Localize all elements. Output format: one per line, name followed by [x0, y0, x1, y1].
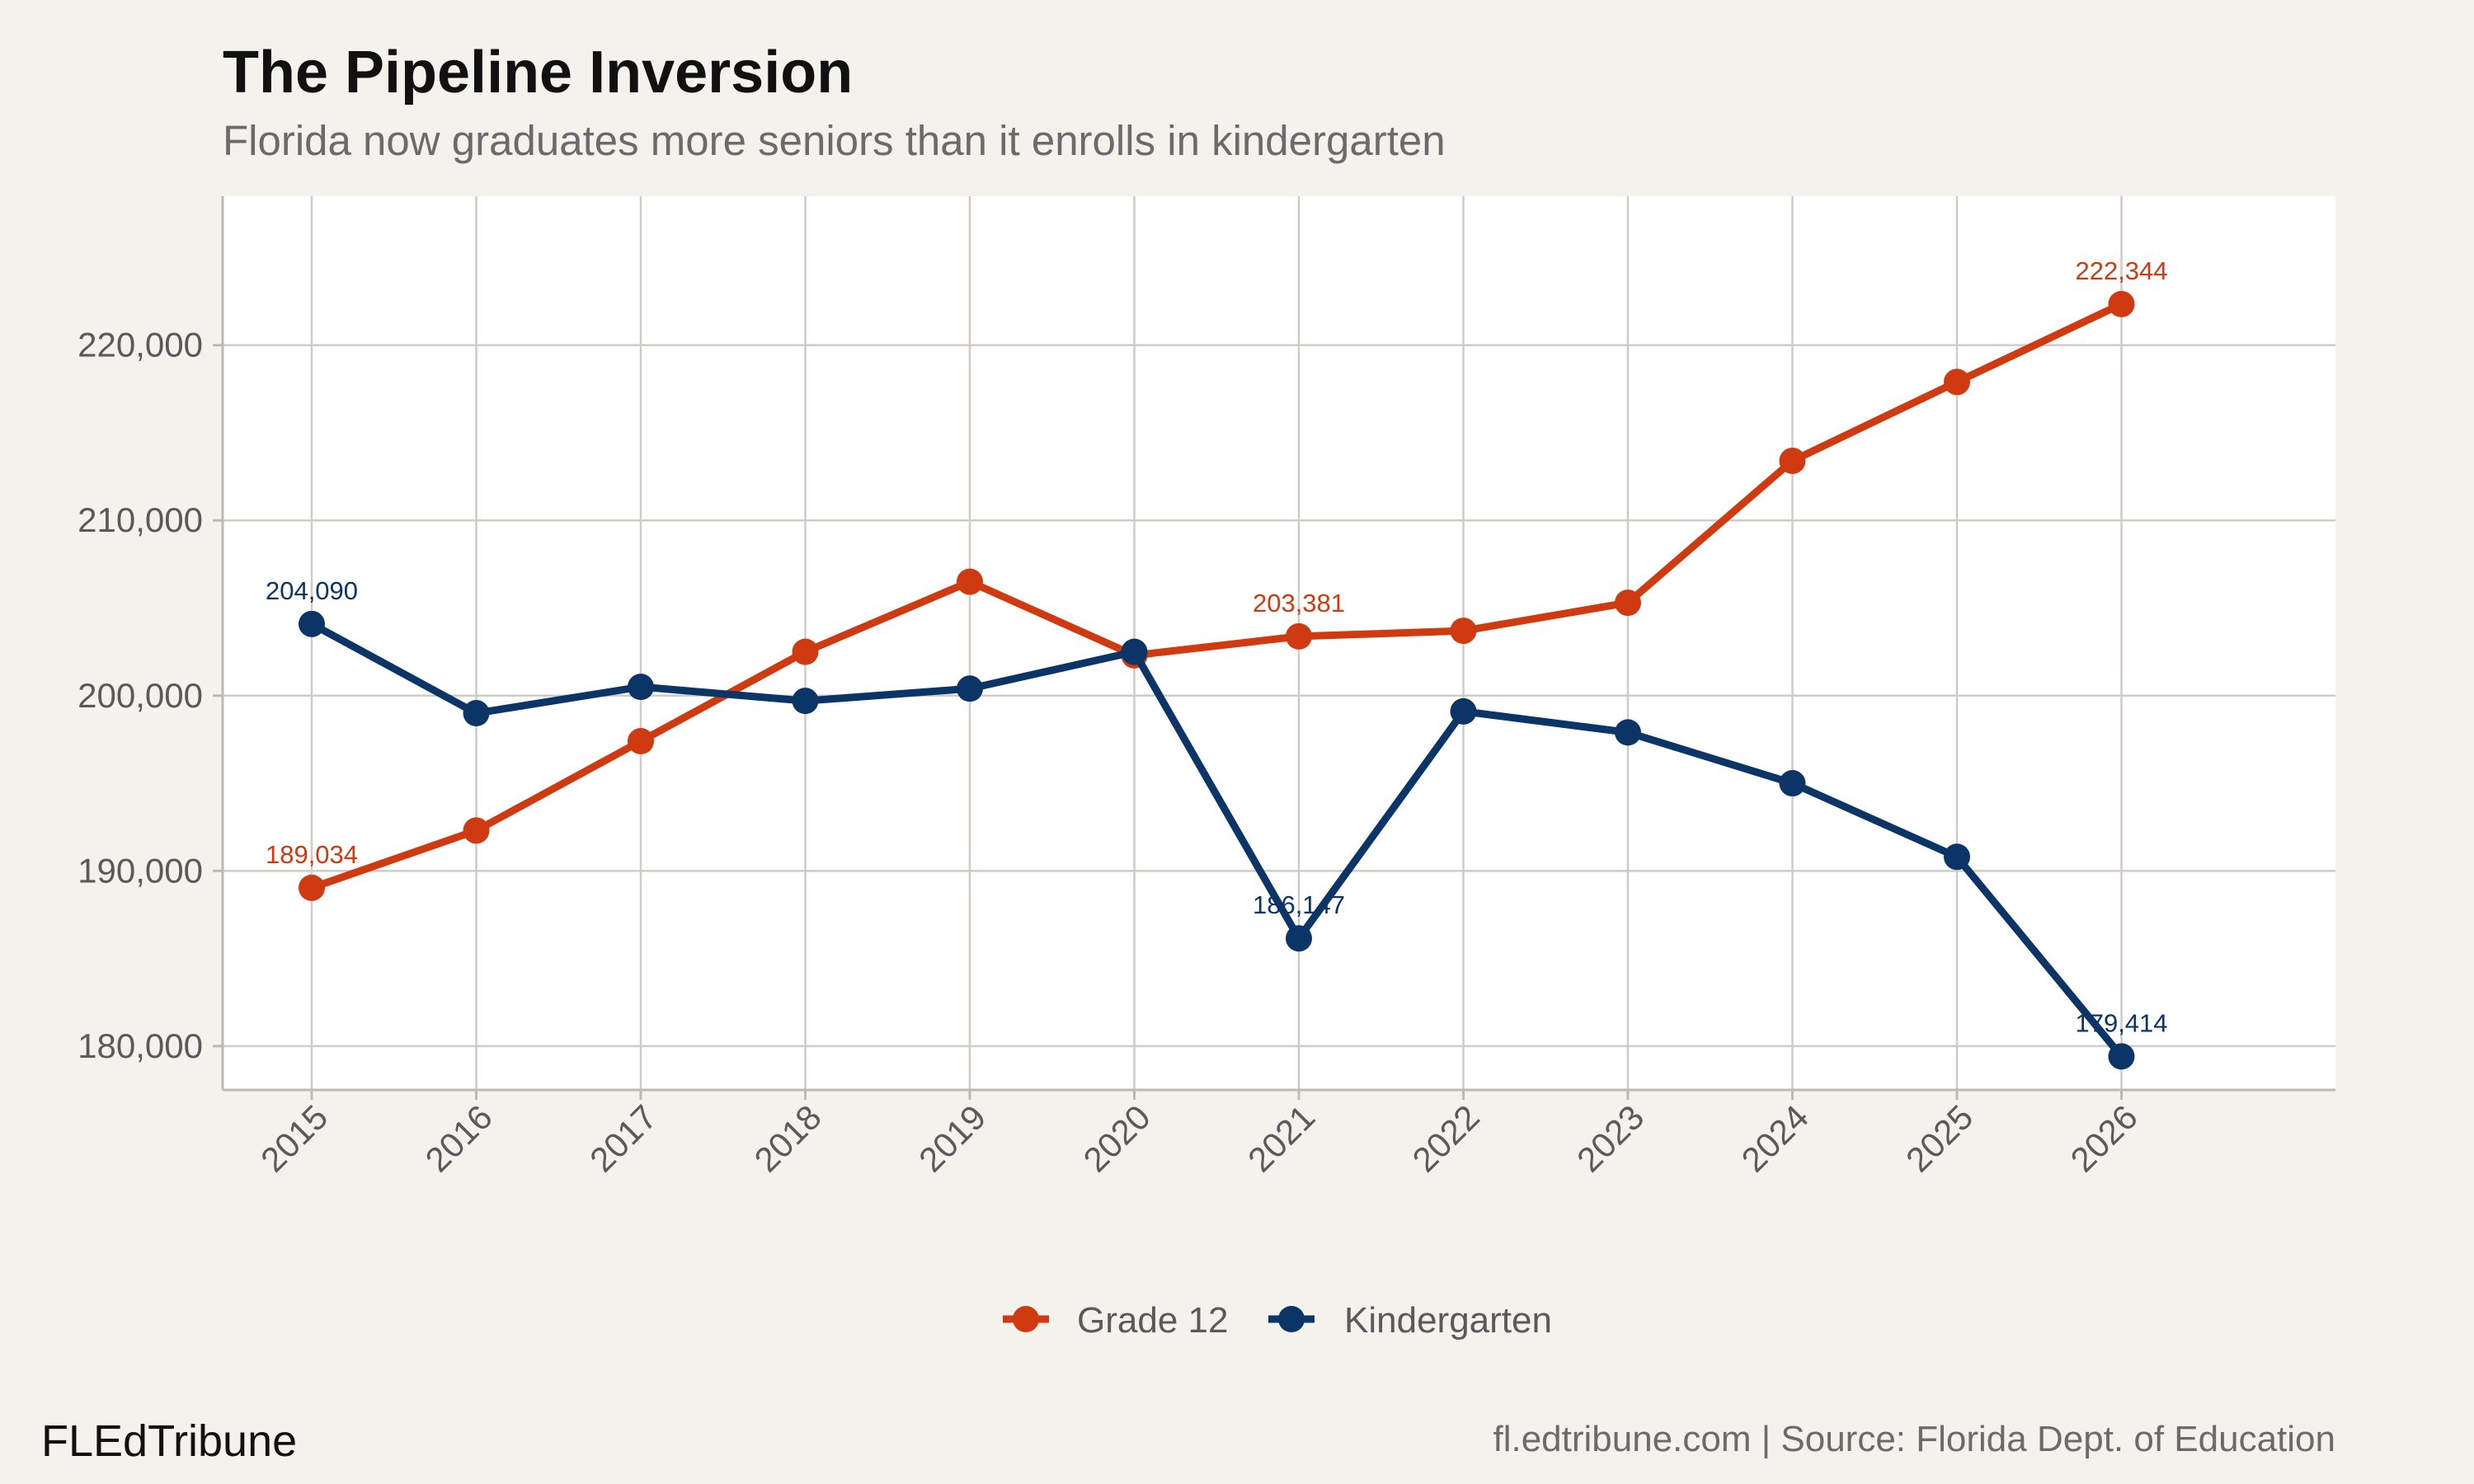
x-tick-label: 2024	[1734, 1097, 1816, 1179]
chart-title: The Pipeline Inversion	[223, 40, 853, 106]
legend-label: Kindergarten	[1344, 1300, 1552, 1341]
y-tick-label: 200,000	[78, 676, 203, 715]
data-point	[299, 874, 325, 901]
x-tick-label: 2020	[1076, 1097, 1158, 1179]
legend-swatch-point	[1278, 1306, 1305, 1332]
data-label: 186,147	[1253, 890, 1345, 919]
data-point	[628, 674, 654, 701]
y-tick-label: 210,000	[78, 500, 203, 539]
x-tick-label: 2021	[1240, 1097, 1322, 1179]
legend-item: Grade 12	[1003, 1300, 1228, 1341]
series-grade-12	[299, 290, 2135, 901]
brand-name: FLEdTribune	[41, 1416, 297, 1466]
data-point	[1450, 697, 1477, 725]
data-label: 222,344	[2075, 256, 2167, 285]
data-point	[463, 817, 490, 844]
data-label: 179,414	[2075, 1008, 2167, 1037]
data-point	[1450, 618, 1477, 645]
data-point	[1121, 638, 1148, 665]
x-tick-label: 2022	[1405, 1097, 1487, 1179]
data-point	[1286, 622, 1312, 650]
legend: Grade 12 Kindergarten	[1003, 1300, 1552, 1341]
legend-swatch-point	[1013, 1306, 1039, 1332]
data-label: 189,034	[266, 840, 358, 869]
series-layer	[299, 290, 2135, 1070]
data-point	[1615, 589, 1641, 617]
data-point	[1779, 770, 1806, 797]
data-point	[463, 700, 490, 727]
data-point	[792, 638, 819, 665]
data-point	[299, 610, 325, 637]
source-caption: fl.edtribune.com | Source: Florida Dept.…	[1493, 1419, 2335, 1459]
data-point	[957, 568, 983, 595]
data-point	[957, 675, 983, 702]
data-point	[2108, 1043, 2135, 1070]
series-kindergarten	[299, 610, 2135, 1070]
plot-area	[223, 196, 2335, 1090]
data-point	[1286, 925, 1312, 952]
x-tick-label: 2018	[747, 1097, 829, 1179]
data-labels: 189,034 203,381 222,344 204,090 186,147 179,4…	[266, 256, 2168, 1037]
data-point	[1615, 719, 1641, 746]
x-tick-label: 2019	[911, 1097, 993, 1179]
data-point	[1779, 447, 1806, 474]
data-point	[792, 688, 819, 715]
y-tick-label: 190,000	[78, 851, 203, 890]
x-tick-label: 2015	[253, 1097, 335, 1179]
y-tick-label: 220,000	[78, 326, 203, 364]
legend-item: Kindergarten	[1268, 1300, 1552, 1341]
data-point	[1944, 369, 1970, 396]
x-tick-label: 2017	[582, 1097, 664, 1179]
data-label: 204,090	[266, 576, 358, 605]
x-tick-label: 2025	[1898, 1097, 1980, 1179]
series-line	[308, 620, 2125, 1060]
data-point	[2108, 290, 2135, 317]
y-tick-label: 180,000	[78, 1026, 203, 1065]
x-tick-label: 2016	[418, 1097, 500, 1179]
legend-label: Grade 12	[1077, 1300, 1228, 1341]
x-tick-label: 2023	[1569, 1097, 1651, 1179]
x-tick-label: 2026	[2063, 1097, 2145, 1179]
data-point	[628, 728, 654, 755]
data-point	[1944, 843, 1970, 871]
data-label: 203,381	[1253, 589, 1345, 618]
chart-subtitle: Florida now graduates more seniors than …	[223, 117, 1446, 164]
series-line	[308, 300, 2125, 892]
